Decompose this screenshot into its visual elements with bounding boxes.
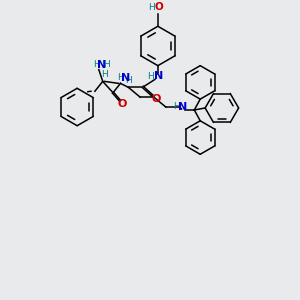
Text: N: N (178, 102, 187, 112)
Text: H: H (101, 70, 108, 79)
Text: O: O (154, 2, 163, 11)
Text: H: H (125, 76, 132, 85)
Text: H: H (148, 2, 155, 11)
Text: O: O (118, 99, 127, 109)
Text: H: H (173, 101, 180, 110)
Text: H: H (117, 73, 124, 82)
Text: O: O (151, 94, 160, 104)
Text: H: H (103, 60, 110, 69)
Text: N: N (154, 71, 164, 82)
Text: N: N (121, 74, 130, 83)
Text: H: H (94, 60, 100, 69)
Text: N: N (97, 60, 106, 70)
Text: H: H (148, 72, 154, 81)
